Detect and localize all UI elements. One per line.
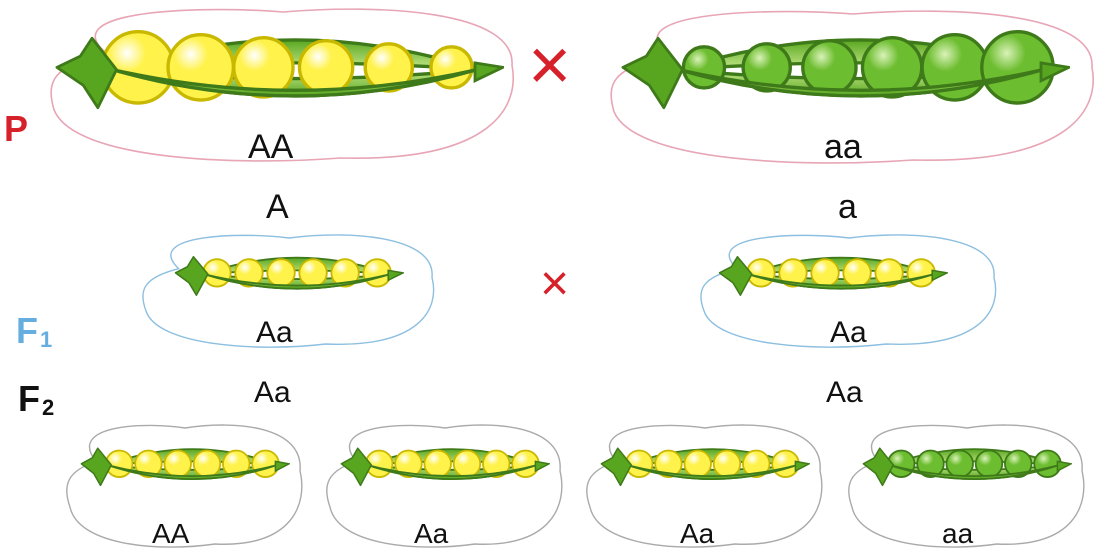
gen-label-f2-sub: 2 [42, 395, 54, 420]
pod-stem [863, 448, 893, 485]
gen-label-f1-main: F [16, 310, 38, 351]
pea-green [946, 451, 973, 478]
pod-tip [1057, 461, 1071, 471]
pea-green [803, 41, 856, 94]
pea-pod-green [862, 432, 1072, 492]
pea-yellow [431, 47, 472, 88]
pea-yellow [454, 451, 481, 478]
pea-yellow [299, 41, 352, 94]
pod-stem [719, 257, 751, 295]
pod-tip [932, 270, 947, 280]
pod-stem [601, 448, 631, 485]
pea-pod-green [620, 8, 1070, 120]
gen-label-f2: F2 [18, 378, 54, 421]
pea-yellow [164, 451, 191, 478]
pod-stem [81, 448, 111, 485]
pea-yellow [843, 259, 870, 286]
pea-yellow [811, 259, 838, 286]
pea-yellow [194, 451, 221, 478]
gen-label-f1: F1 [16, 310, 52, 353]
pod-stem [623, 38, 683, 107]
pea-pod-yellow [80, 432, 290, 492]
pea-yellow [907, 259, 934, 286]
pea-pod-yellow [600, 432, 810, 492]
pea-green [976, 451, 1003, 478]
pod-tip [275, 461, 289, 471]
genotype-label: A [266, 188, 289, 227]
pea-yellow [424, 451, 451, 478]
gen-label-f1-sub: 1 [40, 327, 52, 352]
cross-icon: × [540, 258, 569, 308]
pod-tip [535, 461, 549, 471]
gen-label-f2-main: F [18, 378, 40, 419]
gen-label-p-text: P [4, 108, 28, 149]
pod-tip [388, 270, 403, 280]
genotype-label: a [838, 188, 857, 227]
pod-tip [1041, 63, 1069, 81]
pea-yellow [363, 259, 390, 286]
pea-yellow [714, 451, 741, 478]
pod-top-shell [204, 258, 390, 274]
pea-pod-yellow [54, 8, 504, 120]
pea-pod-yellow [174, 240, 404, 302]
pod-tip [795, 461, 809, 471]
pea-green [683, 47, 724, 88]
pod-tip [475, 63, 503, 81]
pea-yellow [267, 259, 294, 286]
pea-yellow [299, 259, 326, 286]
pea-pod-yellow [340, 432, 550, 492]
genotype-label: Aa [826, 376, 863, 410]
pod-stem [341, 448, 371, 485]
gen-label-p: P [4, 108, 28, 150]
pea-yellow [684, 451, 711, 478]
pod-top-shell [748, 258, 934, 274]
genotype-label: Aa [254, 376, 291, 410]
cross-icon: × [528, 28, 571, 102]
pod-stem [175, 257, 207, 295]
pea-pod-yellow [718, 240, 948, 302]
